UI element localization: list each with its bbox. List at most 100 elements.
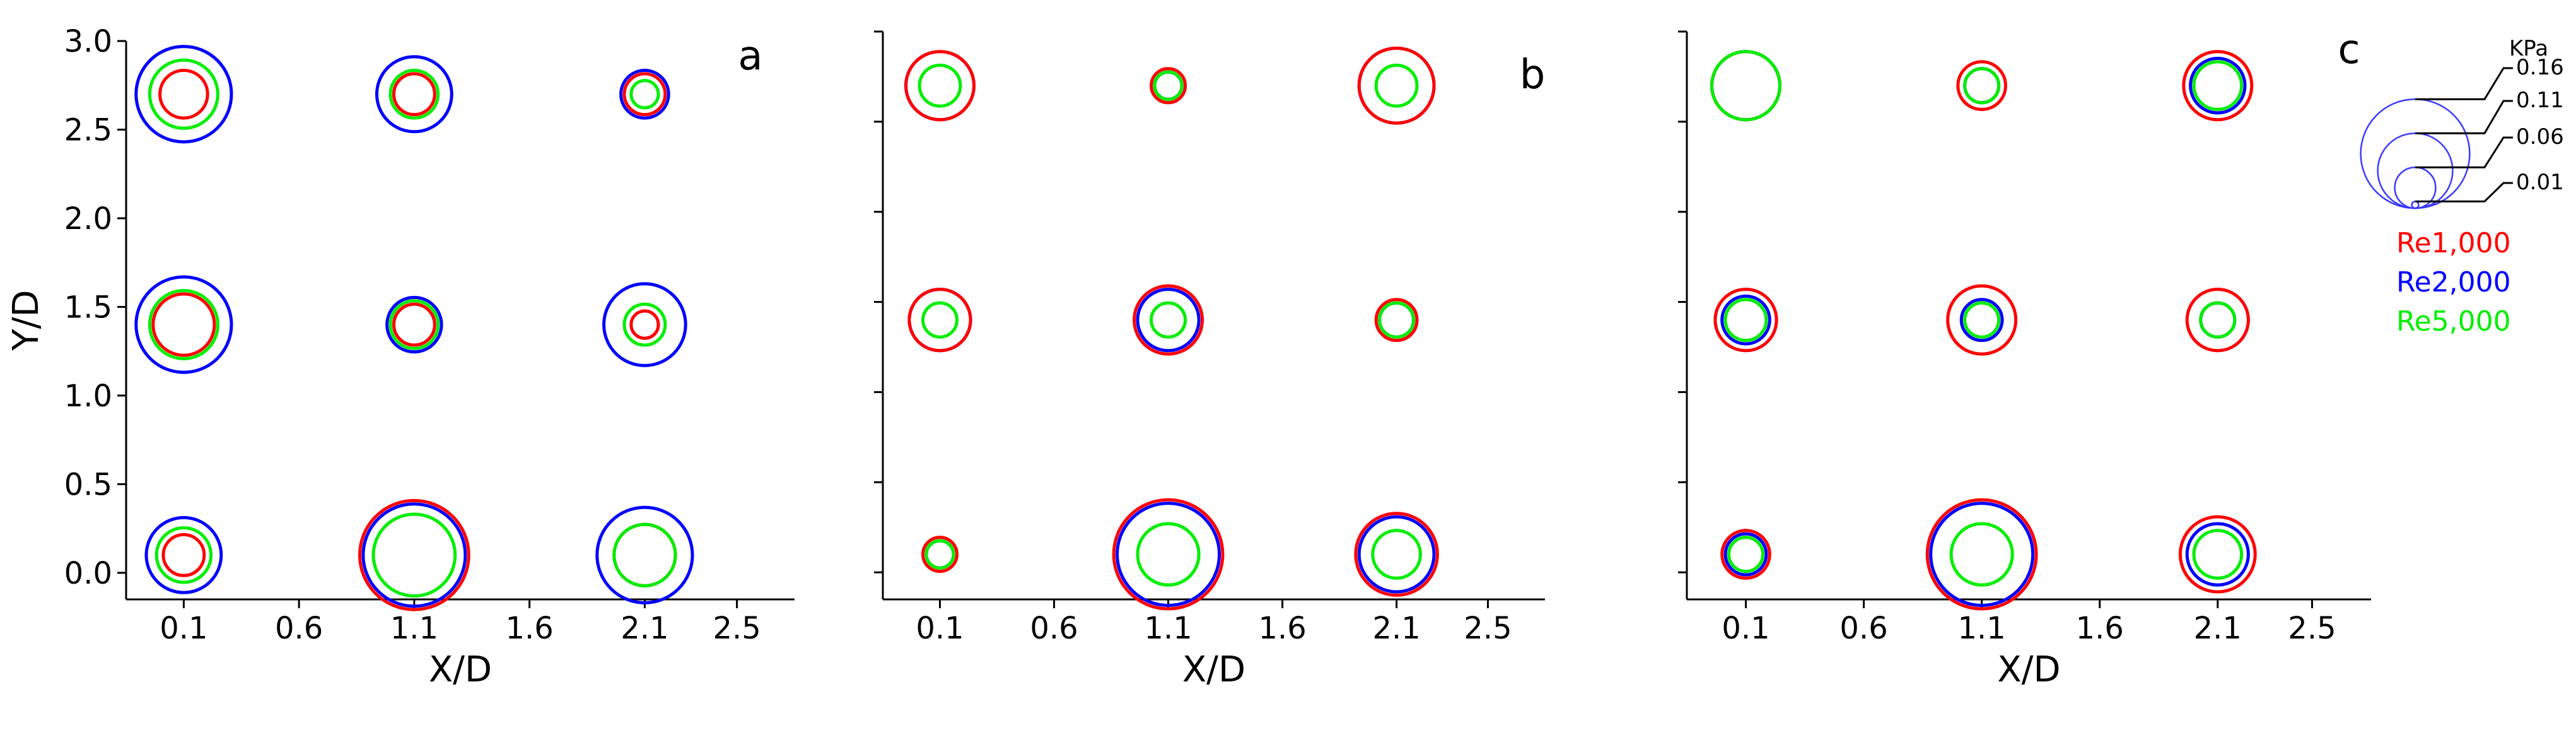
bubble-marker	[1723, 298, 1768, 343]
y-tick-label: 3.0	[64, 24, 112, 59]
bubble-marker	[358, 498, 470, 611]
bubble-marker	[144, 515, 223, 594]
y-tick-label: 2.5	[64, 112, 112, 148]
bubble-marker	[2185, 522, 2250, 587]
bubble-marker	[161, 533, 206, 577]
panel-letter: c	[2338, 26, 2360, 73]
bubble-marker	[1357, 46, 1436, 125]
bubble-marker	[1136, 522, 1201, 587]
bubble-marker	[1136, 288, 1201, 353]
bubble-marker	[595, 505, 694, 604]
bubble-marker	[1963, 301, 2001, 339]
x-tick-label: 1.6	[1258, 611, 1306, 646]
bubble-marker	[375, 55, 453, 134]
y-tick-label: 2.0	[64, 201, 112, 237]
bubble-marker	[158, 68, 209, 120]
bubble-marker	[154, 526, 213, 584]
x-tick-label: 0.1	[1722, 611, 1769, 646]
legend-unit-label: KPa	[2509, 36, 2548, 61]
bubble-marker	[629, 79, 660, 110]
x-tick-label: 0.6	[1030, 611, 1078, 646]
legend-scale-value: 0.01	[2516, 170, 2564, 195]
legend-scale-circle	[2377, 132, 2454, 209]
bubble-marker	[361, 502, 467, 608]
bubble-marker	[1727, 536, 1765, 574]
panel-letter: b	[1520, 52, 1546, 98]
legend-leader-line	[2415, 67, 2513, 100]
legend-scale-value: 0.16	[2516, 55, 2564, 80]
bubble-marker	[2199, 301, 2237, 339]
bubble-marker	[371, 512, 457, 598]
series-re5000	[1710, 50, 2244, 587]
bubble-marker	[921, 301, 959, 339]
bubble-marker	[134, 45, 233, 144]
x-tick-label: 0.1	[160, 611, 207, 646]
y-axis-label: Y/D	[6, 290, 47, 351]
bubble-marker	[1112, 498, 1225, 611]
legend-scale-circle	[2411, 200, 2420, 209]
series-re1000	[151, 68, 677, 611]
bubble-marker	[622, 302, 667, 347]
x-axis-label: X/D	[429, 649, 492, 690]
bubble-marker	[385, 295, 443, 354]
bubble-marker	[612, 522, 677, 587]
bubble-marker	[1153, 70, 1184, 101]
bubble-marker	[2182, 50, 2254, 122]
legend-scale-circle	[2360, 98, 2471, 209]
bubble-marker	[148, 289, 219, 361]
bubble-marker	[921, 536, 959, 574]
bubble-marker	[1925, 498, 2038, 611]
bubble-marker	[907, 288, 972, 353]
x-tick-label: 1.1	[1144, 611, 1192, 646]
legend-series-label: Re1,000	[2396, 227, 2511, 259]
bubble-marker	[1150, 301, 1187, 339]
legend-leader-line	[2415, 100, 2513, 134]
bubble-marker	[1720, 294, 1771, 346]
x-tick-label: 0.1	[916, 611, 964, 646]
bubble-marker	[392, 302, 436, 347]
bubble-marker	[1710, 50, 1782, 122]
bubble-marker	[904, 50, 976, 122]
x-tick-label: 2.1	[1372, 611, 1420, 646]
bubble-marker	[1713, 288, 1778, 353]
y-tick-label: 1.5	[64, 290, 112, 325]
bubble-marker	[151, 292, 216, 357]
bubble-marker	[1929, 502, 2035, 608]
x-axis-label: X/D	[1997, 649, 2060, 690]
y-tick-label: 1.0	[64, 379, 112, 414]
series-re2000	[904, 46, 1436, 608]
bubble-marker	[1357, 515, 1436, 594]
bubble-marker	[1374, 298, 1419, 343]
bubble-marker	[388, 68, 440, 120]
bubble-marker	[1354, 512, 1439, 597]
series-re5000	[918, 63, 1422, 587]
bubble-marker	[1371, 529, 1422, 580]
y-tick-label: 0.0	[64, 556, 112, 591]
bubble-marker	[619, 68, 670, 120]
bubble-marker	[1956, 60, 2007, 112]
panel-c: 0.1 0.6 1.1 1.6 2.1 2.5 X/D c	[1678, 26, 2371, 690]
series-re1000	[1710, 50, 2257, 611]
legend-series-label: Re5,000	[2396, 305, 2511, 338]
bubble-marker	[2185, 288, 2250, 353]
bubble-marker	[1116, 502, 1221, 608]
bubble-marker	[388, 299, 440, 350]
bubble-marker	[1720, 529, 1771, 580]
bubble-marker	[2192, 60, 2244, 112]
bubble-marker	[2192, 529, 2244, 580]
bubble-marker	[918, 63, 962, 108]
bubble-marker	[1378, 301, 1416, 339]
x-tick-label: 1.1	[390, 611, 438, 646]
x-axis-label: X/D	[1182, 649, 1245, 690]
panels: 0.1 0.6 1.1 1.6 2.1 2.5 0.0 0.5 1.0 1.5 2.0 2.5 3.0 X…	[6, 24, 2371, 690]
bubble-marker	[392, 72, 436, 117]
bubble-marker	[1963, 67, 2001, 105]
y-tick-label: 0.5	[64, 467, 112, 502]
x-tick-label: 2.1	[2194, 611, 2242, 646]
bubble-marker	[622, 72, 667, 117]
x-tick-label: 0.6	[1839, 611, 1887, 646]
x-tick-label: 2.5	[713, 611, 761, 646]
bubble-marker	[1150, 67, 1187, 105]
